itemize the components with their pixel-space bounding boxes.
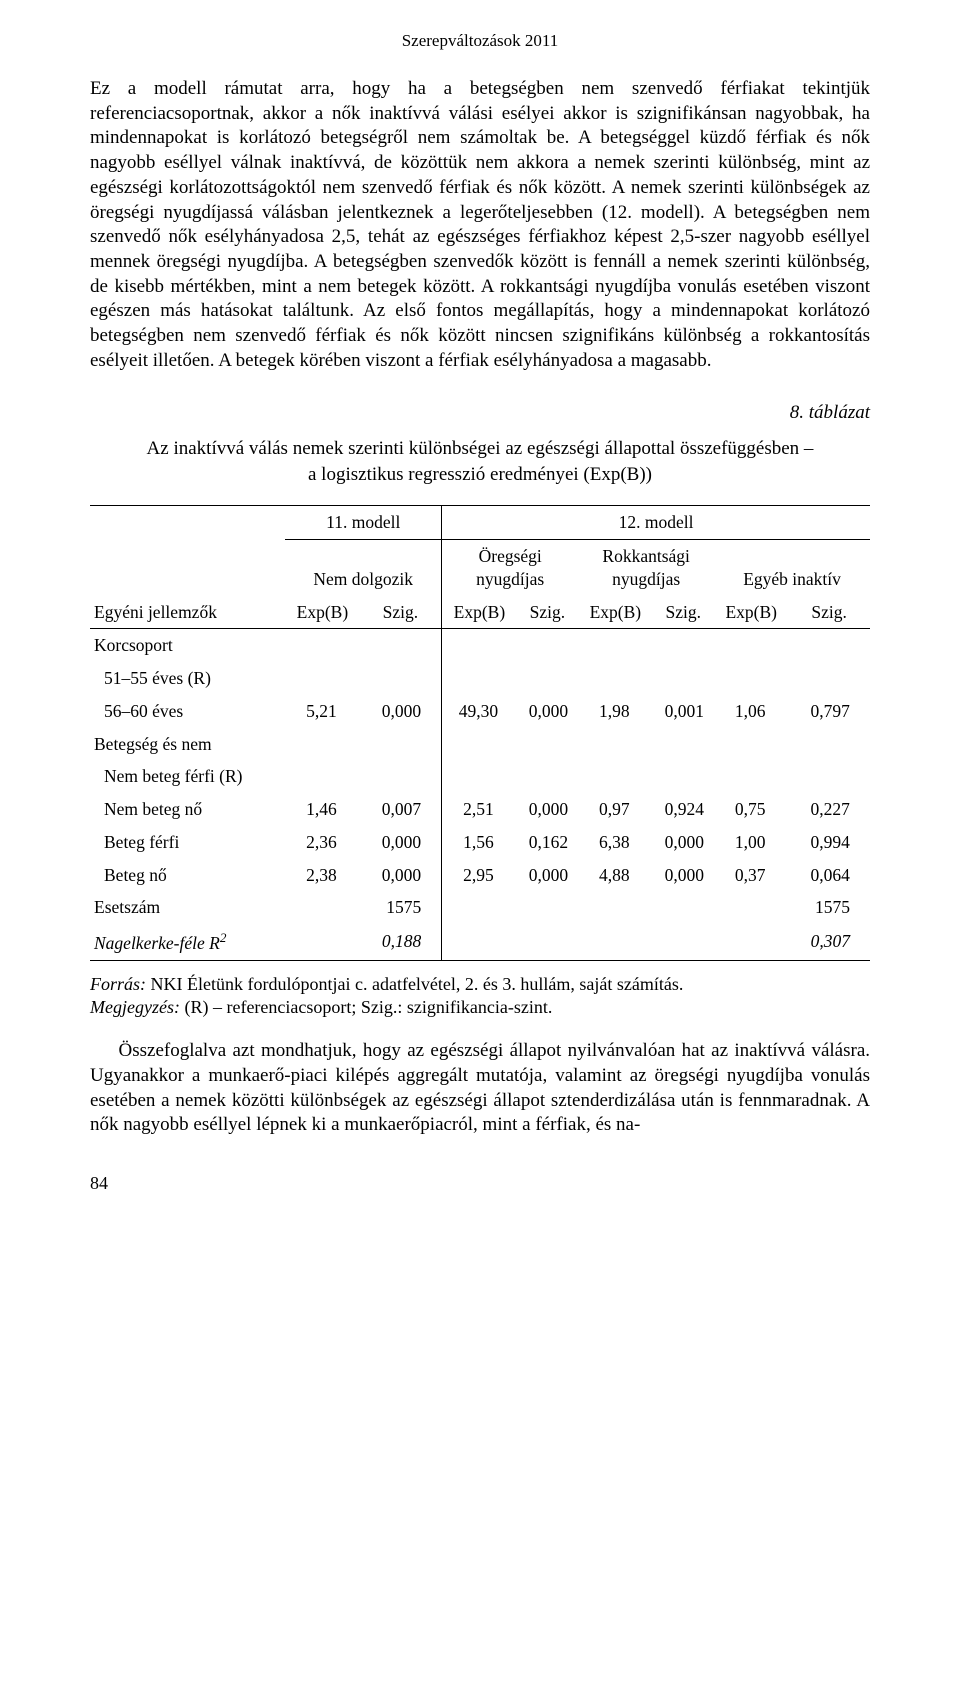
row-nagelkerke-label: Nagelkerke-féle R2 — [90, 924, 285, 960]
row-51-55: 51–55 éves (R) — [90, 662, 285, 695]
cell: 0,924 — [652, 793, 714, 826]
row-beteg-ferfi-label: Beteg férfi — [90, 826, 285, 859]
col-oregsgei-2: nyugdíjas — [476, 569, 544, 589]
col-rokkant-2: nyugdíjas — [612, 569, 680, 589]
sub-szig-3: Szig. — [652, 596, 714, 629]
results-table: Egyéni jellemzők 11. modell 12. modell N… — [90, 505, 870, 960]
table-row: Betegség és nem — [90, 728, 870, 761]
cell: 0,37 — [714, 859, 788, 892]
table-row: Nem beteg nő 1,46 0,007 2,51 0,000 0,97 … — [90, 793, 870, 826]
main-body-paragraph: Ez a modell rámutat arra, hogy ha a bete… — [90, 77, 870, 373]
table-title-line1: Az inaktívvá válás nemek szerinti különb… — [147, 438, 814, 459]
page-header: Szerepváltozások 2011 — [90, 30, 870, 52]
cell: 5,21 — [285, 695, 359, 728]
source-text: NKI Életünk fordulópontjai c. adatfelvét… — [146, 974, 683, 994]
cell: 6,38 — [578, 826, 652, 859]
cell: 0,97 — [578, 793, 652, 826]
cell: 0,000 — [517, 859, 579, 892]
table-number-label: 8. táblázat — [90, 401, 870, 426]
cell: 0,007 — [360, 793, 442, 826]
cell: 2,36 — [285, 826, 359, 859]
cell: 2,38 — [285, 859, 359, 892]
sub-szig-1: Szig. — [360, 596, 442, 629]
cell: 2,95 — [442, 859, 517, 892]
model-11-header: 11. modell — [285, 506, 441, 540]
col-oregsgei: Öregségi nyugdíjas — [442, 540, 578, 596]
row-beteg-no-label: Beteg nő — [90, 859, 285, 892]
table-row: Nagelkerke-féle R2 0,188 0,307 — [90, 924, 870, 960]
closing-paragraph: Összefoglalva azt mondhatjuk, hogy az eg… — [90, 1039, 870, 1138]
cell: 0,162 — [517, 826, 579, 859]
cell: 0,188 — [360, 924, 442, 960]
cell: 1,06 — [714, 695, 788, 728]
cell: 0,000 — [360, 859, 442, 892]
cell: 1,46 — [285, 793, 359, 826]
cell: 0,064 — [788, 859, 870, 892]
note-label: Megjegyzés: — [90, 997, 180, 1017]
col-oregsgei-1: Öregségi — [479, 546, 542, 566]
row-korcsoport: Korcsoport — [90, 629, 285, 662]
table-row: Beteg férfi 2,36 0,000 1,56 0,162 6,38 0… — [90, 826, 870, 859]
cell: 1,00 — [714, 826, 788, 859]
sub-szig-4: Szig. — [788, 596, 870, 629]
cell: 4,88 — [578, 859, 652, 892]
cell: 1,98 — [578, 695, 652, 728]
model-12-header: 12. modell — [442, 506, 870, 540]
cell: 1575 — [360, 891, 442, 924]
cell: 0,000 — [360, 695, 442, 728]
cell: 0,000 — [652, 859, 714, 892]
cell: 0,000 — [517, 793, 579, 826]
note-text: (R) – referenciacsoport; Szig.: szignifi… — [180, 997, 552, 1017]
nagelkerke-sup: 2 — [220, 930, 227, 945]
col-nem-dolgozik: Nem dolgozik — [285, 540, 441, 596]
body-text-span: Ez a modell rámutat arra, hogy ha a bete… — [90, 78, 870, 371]
source-block: Forrás: NKI Életünk fordulópontjai c. ad… — [90, 973, 870, 1020]
row-56-60-label: 56–60 éves — [90, 695, 285, 728]
table-row: Korcsoport — [90, 629, 870, 662]
col-rokkant: Rokkantsági nyugdíjas — [578, 540, 714, 596]
cell: 0,797 — [788, 695, 870, 728]
row-betegseg: Betegség és nem — [90, 728, 285, 761]
table-row: Esetszám 1575 1575 — [90, 891, 870, 924]
row-header-label: Egyéni jellemzők — [90, 506, 285, 629]
cell: 0,994 — [788, 826, 870, 859]
cell: 0,227 — [788, 793, 870, 826]
nagelkerke-text: Nagelkerke-féle R — [94, 933, 220, 953]
source-label: Forrás: — [90, 974, 146, 994]
sub-expb-3: Exp(B) — [578, 596, 652, 629]
cell: 0,75 — [714, 793, 788, 826]
sub-expb-4: Exp(B) — [714, 596, 788, 629]
cell: 1575 — [788, 891, 870, 924]
cell: 2,51 — [442, 793, 517, 826]
table-row: 51–55 éves (R) — [90, 662, 870, 695]
table-row: 56–60 éves 5,21 0,000 49,30 0,000 1,98 0… — [90, 695, 870, 728]
row-nem-beteg-no-label: Nem beteg nő — [90, 793, 285, 826]
table-row: Beteg nő 2,38 0,000 2,95 0,000 4,88 0,00… — [90, 859, 870, 892]
cell: 0,000 — [517, 695, 579, 728]
cell: 0,000 — [652, 826, 714, 859]
col-rokkant-1: Rokkantsági — [602, 546, 690, 566]
sub-szig-2: Szig. — [517, 596, 579, 629]
table-row: Nem beteg férfi (R) — [90, 760, 870, 793]
cell: 49,30 — [442, 695, 517, 728]
sub-expb-1: Exp(B) — [285, 596, 359, 629]
cell: 1,56 — [442, 826, 517, 859]
cell: 0,001 — [652, 695, 714, 728]
sub-expb-2: Exp(B) — [442, 596, 517, 629]
row-esetszam-label: Esetszám — [90, 891, 285, 924]
cell: 0,307 — [788, 924, 870, 960]
table-title: Az inaktívvá válás nemek szerinti különb… — [90, 436, 870, 487]
page-number: 84 — [90, 1172, 870, 1195]
row-nem-beteg-ferfi-r: Nem beteg férfi (R) — [90, 760, 285, 793]
col-egyeb: Egyéb inaktív — [714, 540, 870, 596]
table-title-line2: a logisztikus regresszió eredményei (Exp… — [308, 464, 652, 485]
cell: 0,000 — [360, 826, 442, 859]
